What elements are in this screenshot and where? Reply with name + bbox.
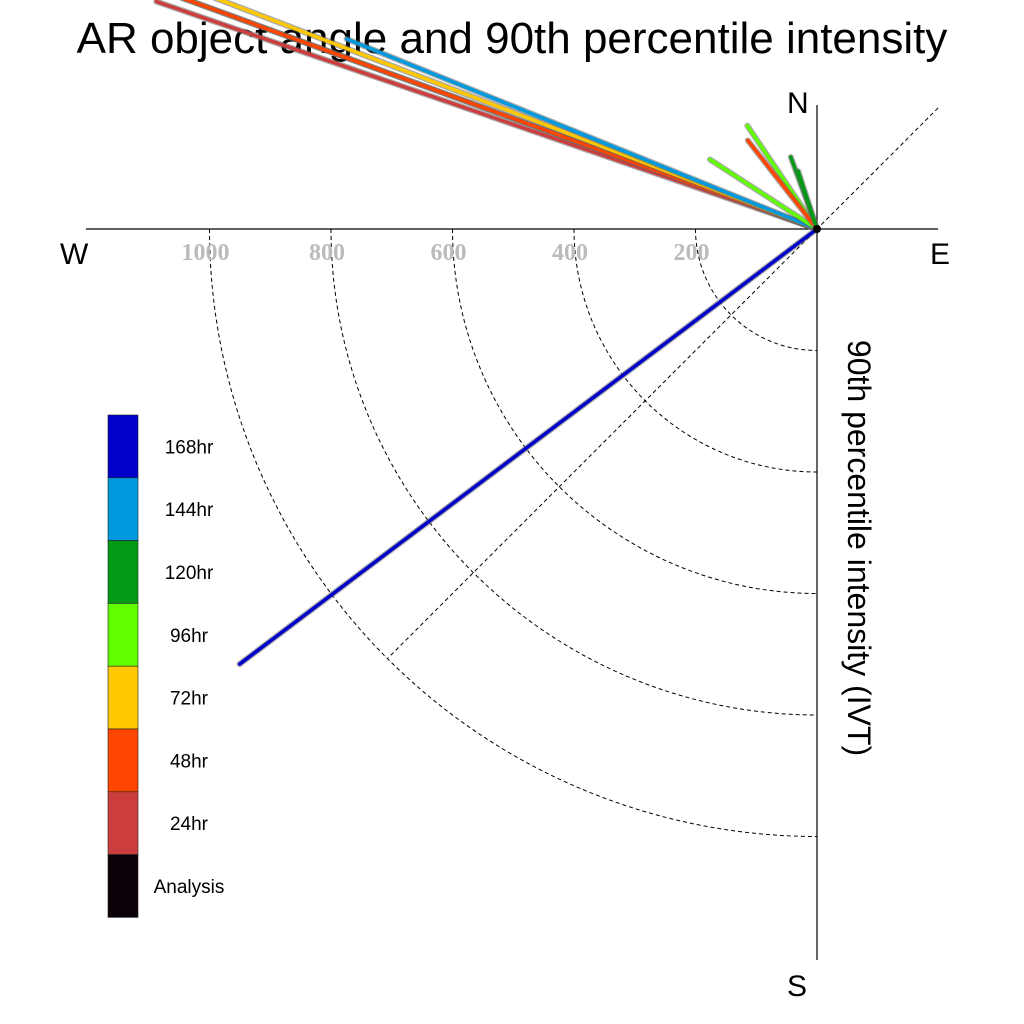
legend-label: 120hr [165, 563, 214, 584]
legend-label: 96hr [170, 626, 209, 647]
series-layer [153, 0, 820, 668]
vector-144hr [344, 37, 819, 231]
legend-label: 48hr [170, 751, 209, 772]
legend: 168hr 144hr 120hr 96hr 72hr 48hr 24hr Analysis [107, 414, 225, 918]
grid-arc-1000 [209, 228, 818, 837]
legend-label: 144hr [165, 500, 214, 521]
dir-n: N [787, 87, 809, 120]
legend-label: 24hr [170, 814, 209, 835]
vector-120hr [796, 169, 819, 231]
legend-label: 72hr [170, 689, 209, 710]
dir-e: E [930, 238, 950, 271]
legend-label: 168hr [165, 437, 214, 458]
y-axis-label: 90th percentile intensity (IVT) [841, 340, 877, 756]
grid-arc-600 [452, 228, 818, 594]
origin-marker [813, 225, 821, 233]
tick-label: 200 [674, 240, 710, 266]
dir-w: W [60, 238, 89, 271]
legend-swatch [107, 477, 139, 541]
legend-swatch [107, 854, 139, 918]
dir-s: S [787, 970, 807, 1003]
legend-swatch [107, 414, 139, 479]
tick-label: 1000 [182, 240, 230, 266]
legend-swatch [107, 603, 139, 667]
grid-arc-800 [330, 228, 818, 716]
legend-swatch [107, 665, 139, 730]
legend-label: Analysis [154, 877, 225, 898]
axis-diagonal [387, 107, 939, 659]
vector-48hr [746, 138, 819, 231]
tick-layer: 200 400 600 800 1000 [182, 240, 710, 266]
vector-96hr [708, 157, 819, 231]
tick-label: 800 [309, 240, 345, 266]
grid-arc-200 [695, 228, 818, 351]
axis-layer: N E S W [60, 87, 950, 1003]
legend-swatch [107, 791, 139, 855]
tick-label: 400 [552, 240, 588, 266]
tick-label: 600 [431, 240, 467, 266]
legend-swatch [107, 728, 139, 793]
grid-layer [209, 228, 818, 837]
legend-swatch [107, 540, 139, 604]
vector-168hr [237, 227, 819, 666]
